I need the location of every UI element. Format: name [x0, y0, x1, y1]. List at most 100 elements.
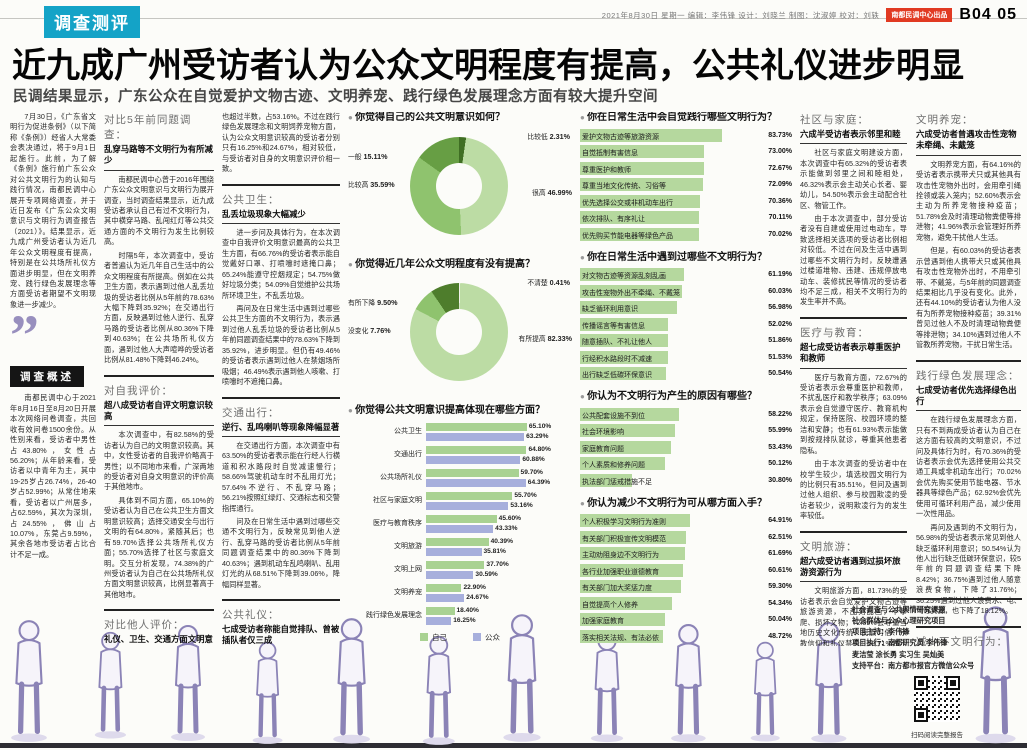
article-section: 文明养宠： 六成受访者曾遇攻击性宠物未牵绳、未戴笼 文明养宠方面，有64.16%的受… — [916, 112, 1021, 351]
bar-category-label: 行经积水路段时不减速 — [582, 355, 652, 363]
bar-row: 缺乏循环利用意识 56.98% — [580, 301, 792, 314]
bar-value: 72.09% — [768, 181, 792, 188]
bar-value: 40.39% — [490, 538, 513, 545]
chart-title-improvement: 你觉得近几年公众文明程度有没有提高？ — [348, 259, 572, 272]
bar-value: 65.10% — [528, 423, 552, 430]
bar-value: 70.36% — [768, 197, 792, 205]
bar-row: 攻击性宠物外出不牵绳、不戴笼 60.03% — [580, 284, 792, 298]
bar-row: 个人素质和修养问题 50.12% — [580, 457, 792, 470]
bar-row: 自觉提高个人修养 54.34% — [580, 596, 792, 610]
credit-line: 麦洁莹 涂长勇 实习生 吴灿美 — [852, 649, 945, 659]
bar-row: 落实相关法规、有法必依 48.72% — [580, 629, 792, 643]
bar-category-label: 对文物古迹等资源乱刻乱画 — [582, 273, 666, 280]
grouped-bar-row: 社区与家庭文明 55.70% 53.16% — [348, 491, 572, 511]
overview-body: 南都民调中心于2021年8月16日至8月20日开展本次网络问卷调查，共回收有效问… — [10, 393, 96, 559]
donut-label: 一般 15.11% — [348, 151, 388, 161]
bar-category-label: 各行业加强职业道德教育 — [582, 568, 659, 576]
section-body: 医疗与教育方面，72.67%的受访者表示会尊重医护和教师，不扰乱医疗和教学秩序；… — [800, 372, 907, 521]
grouped-bar-row: 医疗与教育秩序 45.60% 43.33% — [348, 514, 572, 534]
charts-column-right: 你在日常生活中会自觉践行哪些文明行为？ 爱护文物古迹等旅游资源 83.73% 自觉抵… — [580, 112, 792, 657]
bar-row: 加强家庭教育 50.04% — [580, 613, 792, 626]
donut-label: 比较高 35.59% — [348, 179, 395, 189]
grouped-bar-row: 公共卫生 65.10% 63.29% — [348, 422, 572, 442]
legend-label: 自己 — [432, 632, 447, 642]
credit-line: 社会调查与公共舆情研究课题 — [852, 605, 946, 614]
bar-category-label: 自觉提高个人修养 — [582, 601, 638, 609]
donut-label: 不清楚 0.41% — [527, 278, 570, 287]
section-body: 社区与家庭文明建设方面，本次调查中有65.32%的受访者表示能做到邻里之间和睦相… — [800, 148, 907, 307]
qr-code — [914, 675, 960, 722]
section-body: 进一步问及具体行为，在本次调查中自我评价文明意识最高的公共卫生方面，有66.76… — [222, 227, 340, 387]
column-compare: 对比5年前同题调查： 乱穿马路等不文明行为有所减少 南都民调中心曾于2016年围绕广… — [104, 112, 214, 646]
bar-category-label: 个人积极学习文明行为准则 — [582, 519, 666, 526]
chart-title-self-awareness: 你觉得自己的公共文明意识如何？ — [348, 112, 572, 125]
bar-row: 优先选择公交或非机动车出行 70.36% — [580, 194, 792, 208]
bar — [580, 161, 704, 175]
bar-category-label: 有关部门积极宣传文明模范 — [582, 535, 666, 543]
bar — [580, 596, 673, 610]
bar-category-label: 主动劝阻身边不文明行为 — [582, 552, 659, 559]
section-kicker: 社区与家庭： — [800, 114, 869, 126]
bar-value: 58.22% — [768, 410, 792, 418]
article-section: 对比他人评价：礼仪、卫生、交通方面文明意识进步明显再问及对公众文明意识的评价，6… — [104, 609, 214, 646]
bar-公众 — [426, 455, 521, 464]
headline: 近九成广州受访者认为公众文明程度有提高，公共礼仪进步明显 — [12, 47, 964, 85]
bar-value: 50.12% — [768, 460, 792, 467]
donut-label: 有所下降 9.50% — [348, 298, 398, 307]
column-hygiene-traffic: 也超过半数，占53.16%。不过在践行绿色发展理念和文明饲养宠物方面，认为公众文… — [222, 112, 340, 646]
bar-row: 随意插队、不礼让他人 51.86% — [580, 334, 792, 347]
masthead-meta-row: 2021年8月30日 星期一 编辑：李伟锋 设计：刘晓兰 制图：沈淑婷 校对：刘… — [602, 6, 1017, 24]
bar-公众 — [426, 478, 526, 487]
section-title: 乱穿马路等不文明行为有所减少 — [104, 144, 214, 171]
chart-title-encountered: 你在日常生活中遇到过哪些不文明行为？ — [580, 252, 792, 265]
donut-label: 比较低 2.31% — [527, 131, 570, 141]
bar-category-label: 文明旅游 — [394, 542, 422, 550]
bar-value: 59.70% — [520, 469, 543, 476]
credit-line: 项目执行：南都研究员 李伟锋 — [852, 638, 948, 648]
publisher-tag: 南都民调中心出品 — [886, 8, 953, 22]
legend-label: 公众 — [485, 632, 500, 642]
chart-title-solutions: 你认为减少不文明行为可从哪方面入手？ — [580, 498, 792, 511]
bar-category-label: 公共配套设施不到位 — [582, 412, 645, 420]
grouped-bar-row: 交通出行 64.80% 60.88% — [348, 445, 572, 465]
bar-value: 18.40% — [456, 607, 479, 614]
bar-category-label: 交通出行 — [394, 450, 422, 458]
section-kicker: 对比他人评价： — [104, 619, 185, 632]
bar-value: 52.02% — [768, 320, 792, 328]
donut-ring — [410, 136, 508, 235]
bar-row: 尊重医护和教师 72.67% — [580, 161, 792, 175]
grouped-bar-chart: 公共卫生 65.10% 63.29% 交通出行 64.80% 60.88% 公共场所礼仪 59… — [348, 422, 572, 626]
bar-自己 — [426, 445, 527, 454]
chart-legend: 自己 公众 — [348, 632, 572, 643]
bar-category-label: 攻击性宠物外出不牵绳、不戴笼 — [582, 289, 680, 297]
bar-category-label: 自觉抵制有害信息 — [582, 150, 638, 157]
bar — [580, 514, 691, 527]
bar-value: 54.34% — [768, 599, 792, 607]
section-badge: 调查测评 — [44, 6, 140, 38]
legend-swatch-green — [420, 633, 428, 641]
bar-value: 24.67% — [466, 594, 489, 601]
legend-swatch-blue — [473, 633, 481, 641]
section-body: 文明旅游方面，81.73%的受访者表示会自觉爱护文物古迹等旅游资源，不乱刻乱画，… — [800, 586, 907, 646]
bar-category-label: 落实相关法规、有法必依 — [582, 634, 659, 642]
bar-value: 60.61% — [768, 566, 792, 574]
bar-公众 — [426, 593, 465, 602]
bar-row: 有关部门加大奖惩力度 59.30% — [580, 580, 792, 593]
bar-row: 主动劝阻身边不文明行为 61.69% — [580, 547, 792, 560]
quote-mark-icon: ” — [10, 303, 39, 369]
bar — [580, 580, 681, 593]
bar — [580, 367, 666, 380]
bar — [580, 227, 700, 241]
bar-公众 — [426, 432, 525, 441]
section-body: 南都民调中心曾于2016年围绕广东公众文明意识与文明行为展开调查，当时调查结果显… — [104, 174, 214, 365]
bar-自己 — [426, 583, 462, 592]
bar-value: 60.88% — [522, 456, 545, 463]
bar — [580, 629, 663, 643]
article-section: 公共礼仪：七成受访者称能自觉排队、曾被插队者仅三成在公共场所礼仪方面，70.11… — [222, 599, 340, 646]
bar — [580, 268, 685, 281]
bar-row: 自觉抵制有害信息 73.00% — [580, 145, 792, 158]
bar — [580, 424, 676, 437]
chart-title-practiced: 你在日常生活中会自觉践行哪些文明行为？ — [580, 112, 792, 125]
bar-自己 — [426, 606, 455, 615]
